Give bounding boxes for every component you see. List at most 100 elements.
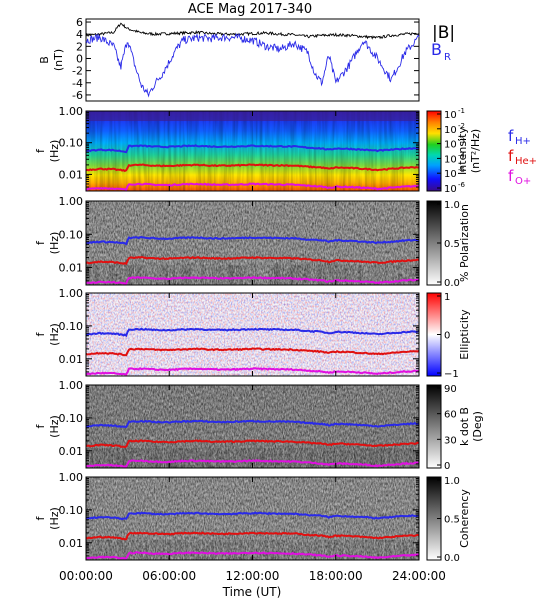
colorbar-tick-label: 10: [444, 154, 457, 165]
freq-tick-label: 1.00: [59, 287, 84, 300]
freq-ylabel-unit: (Hz): [48, 507, 61, 530]
colorbar-label: Ellipticity: [458, 309, 471, 360]
colorbar-tick-label: 0.0: [444, 278, 460, 289]
series-b-magnitude-line: [85, 22, 420, 40]
gyro-line-h: [85, 419, 420, 428]
mag-ytick-label: -4: [72, 77, 83, 90]
ellipticity-image: [86, 293, 419, 376]
freq-tick-label: 0.10: [59, 137, 84, 150]
colorbar-tick-label: 10: [444, 110, 457, 121]
freq-tick-label: 0.10: [59, 412, 84, 425]
freq-ylabel: f: [34, 240, 47, 245]
legend-br-subscript: R: [444, 52, 451, 63]
legend-br: B: [431, 40, 442, 59]
gyro-legend-subscript: H+: [515, 136, 531, 147]
freq-tick-label: 0.01: [59, 353, 84, 366]
colorbar-tick-label: 0.5: [444, 515, 460, 526]
freq-tick-label: 0.01: [59, 262, 84, 275]
time-tick-label: 00:00:00: [59, 569, 113, 583]
freq-ylabel-unit: (Hz): [48, 323, 61, 346]
gyro-line-he: [85, 163, 420, 173]
colorbar-tick-label: 0: [444, 461, 450, 472]
mag-series-group: [85, 22, 420, 98]
freq-ylabel: f: [34, 148, 47, 153]
colorbar-tick-label: 90: [444, 384, 457, 395]
colorbar-tick-exponent: -5: [458, 166, 465, 174]
colorbar-tick-label: 1.0: [444, 200, 460, 211]
gyro-line-he: [85, 255, 420, 266]
colorbar-tick-exponent: -1: [458, 107, 465, 115]
freq-ylabel-unit: (Hz): [48, 232, 61, 255]
freq-ylabel: f: [34, 515, 47, 520]
gyro-line-o: [85, 366, 420, 376]
colorbar-tick-label: 60: [444, 410, 457, 421]
freq-tick-label: 0.01: [59, 168, 84, 181]
gyro-line-h: [85, 144, 420, 154]
colorbar-tick-label: 0: [444, 331, 450, 342]
intensity-colorbar: [426, 110, 442, 192]
gyro-line-o: [85, 459, 419, 468]
mag-ylabel-b: B: [38, 56, 51, 64]
colorbar-tick-label: 1: [444, 292, 450, 303]
colorbar-tick-label: 1.0: [444, 476, 460, 487]
mag-ytick-label: -2: [72, 65, 83, 78]
freq-tick-label: 0.10: [59, 320, 84, 333]
time-tick-label: 06:00:00: [142, 569, 196, 583]
colorbar-label: (nT²/Hz): [469, 129, 482, 173]
series-br-line: [85, 33, 420, 98]
freq-tick-label: 1.00: [59, 105, 84, 118]
gyro-line-he: [85, 439, 420, 449]
colorbar-tick-exponent: -2: [458, 122, 465, 130]
gyro-legend-subscript: He+: [515, 156, 537, 167]
freq-tick-label: 0.10: [59, 228, 84, 241]
gyro-line-h: [85, 511, 420, 521]
colorbar-tick-label: 0.5: [444, 239, 460, 250]
time-tick-label: 18:00:00: [309, 569, 363, 583]
colorbar-tick-exponent: -6: [458, 181, 466, 189]
freq-tick-label: 0.10: [59, 504, 84, 517]
freq-tick-label: 0.01: [59, 445, 84, 458]
freq-ylabel: f: [34, 331, 47, 336]
kdotb-panel: 1.00 0.10 0.01 f (Hz) 90 60 30 0 k dot B (Deg): [34, 379, 484, 472]
mag-ytick-label: 0: [76, 52, 83, 65]
colorbar-label: Intensity: [456, 127, 469, 175]
polarization-image: [86, 201, 419, 285]
colorbar-label: k dot B: [458, 407, 471, 446]
colorbar-tick-label: 0.0: [444, 553, 460, 564]
time-axis: 00:00:00 06:00:00 12:00:00 18:00:00 24:00:00: [59, 569, 446, 583]
gyro-line-h: [86, 327, 420, 338]
colorbar-tick-label: 10: [444, 125, 457, 136]
colorbar-tick-label: 10: [444, 184, 457, 195]
colorbar-label: % Polarization: [458, 204, 471, 282]
chart-title: ACE Mag 2017-340: [188, 2, 312, 17]
freq-tick-label: 1.00: [59, 379, 84, 392]
mag-ytick-label: -6: [72, 89, 83, 102]
gyro-legend-o: f: [508, 167, 514, 185]
gyro-legend-he: f: [508, 147, 514, 165]
colorbar-tick-label: −1: [444, 369, 459, 380]
gyro-line-o: [85, 551, 420, 560]
kdotb-colorbar: [426, 384, 442, 469]
freq-tick-label: 1.00: [59, 471, 84, 484]
mag-ytick-label: 6: [76, 16, 83, 29]
colorbar-tick-label: 30: [444, 435, 457, 446]
colorbar-tick-exponent: -4: [458, 151, 466, 159]
coherency-panel: 1.00 0.10 0.01 f (Hz) 1.0 0.5 0.0 Coherency: [34, 471, 471, 564]
colorbar-tick-label: 10: [444, 140, 457, 151]
mag-ytick-label: 4: [76, 28, 83, 41]
gyro-line-he: [85, 531, 420, 541]
x-axis-label: Time (UT): [222, 585, 282, 599]
time-tick-label: 24:00:00: [392, 569, 446, 583]
colorbar-tick-exponent: -3: [458, 137, 465, 145]
mag-ylabel-unit: (nT): [52, 49, 65, 71]
gyro-line-o: [85, 182, 420, 192]
colorbar-label: Coherency: [458, 489, 471, 548]
gyro-legend-h: f: [508, 127, 514, 145]
gyro-line-h: [85, 235, 419, 246]
freq-ylabel: f: [34, 423, 47, 428]
freq-ylabel-unit: (Hz): [48, 140, 61, 163]
freq-tick-label: 1.00: [59, 195, 84, 208]
intensity-panel: 1.000.100.01f (Hz)10-110-210-310-410 -510-…: [34, 105, 537, 195]
polarization-panel: 1.00 0.10 0.01 f (Hz) 1.0 0.5 0.0% Polarization: [34, 195, 471, 289]
